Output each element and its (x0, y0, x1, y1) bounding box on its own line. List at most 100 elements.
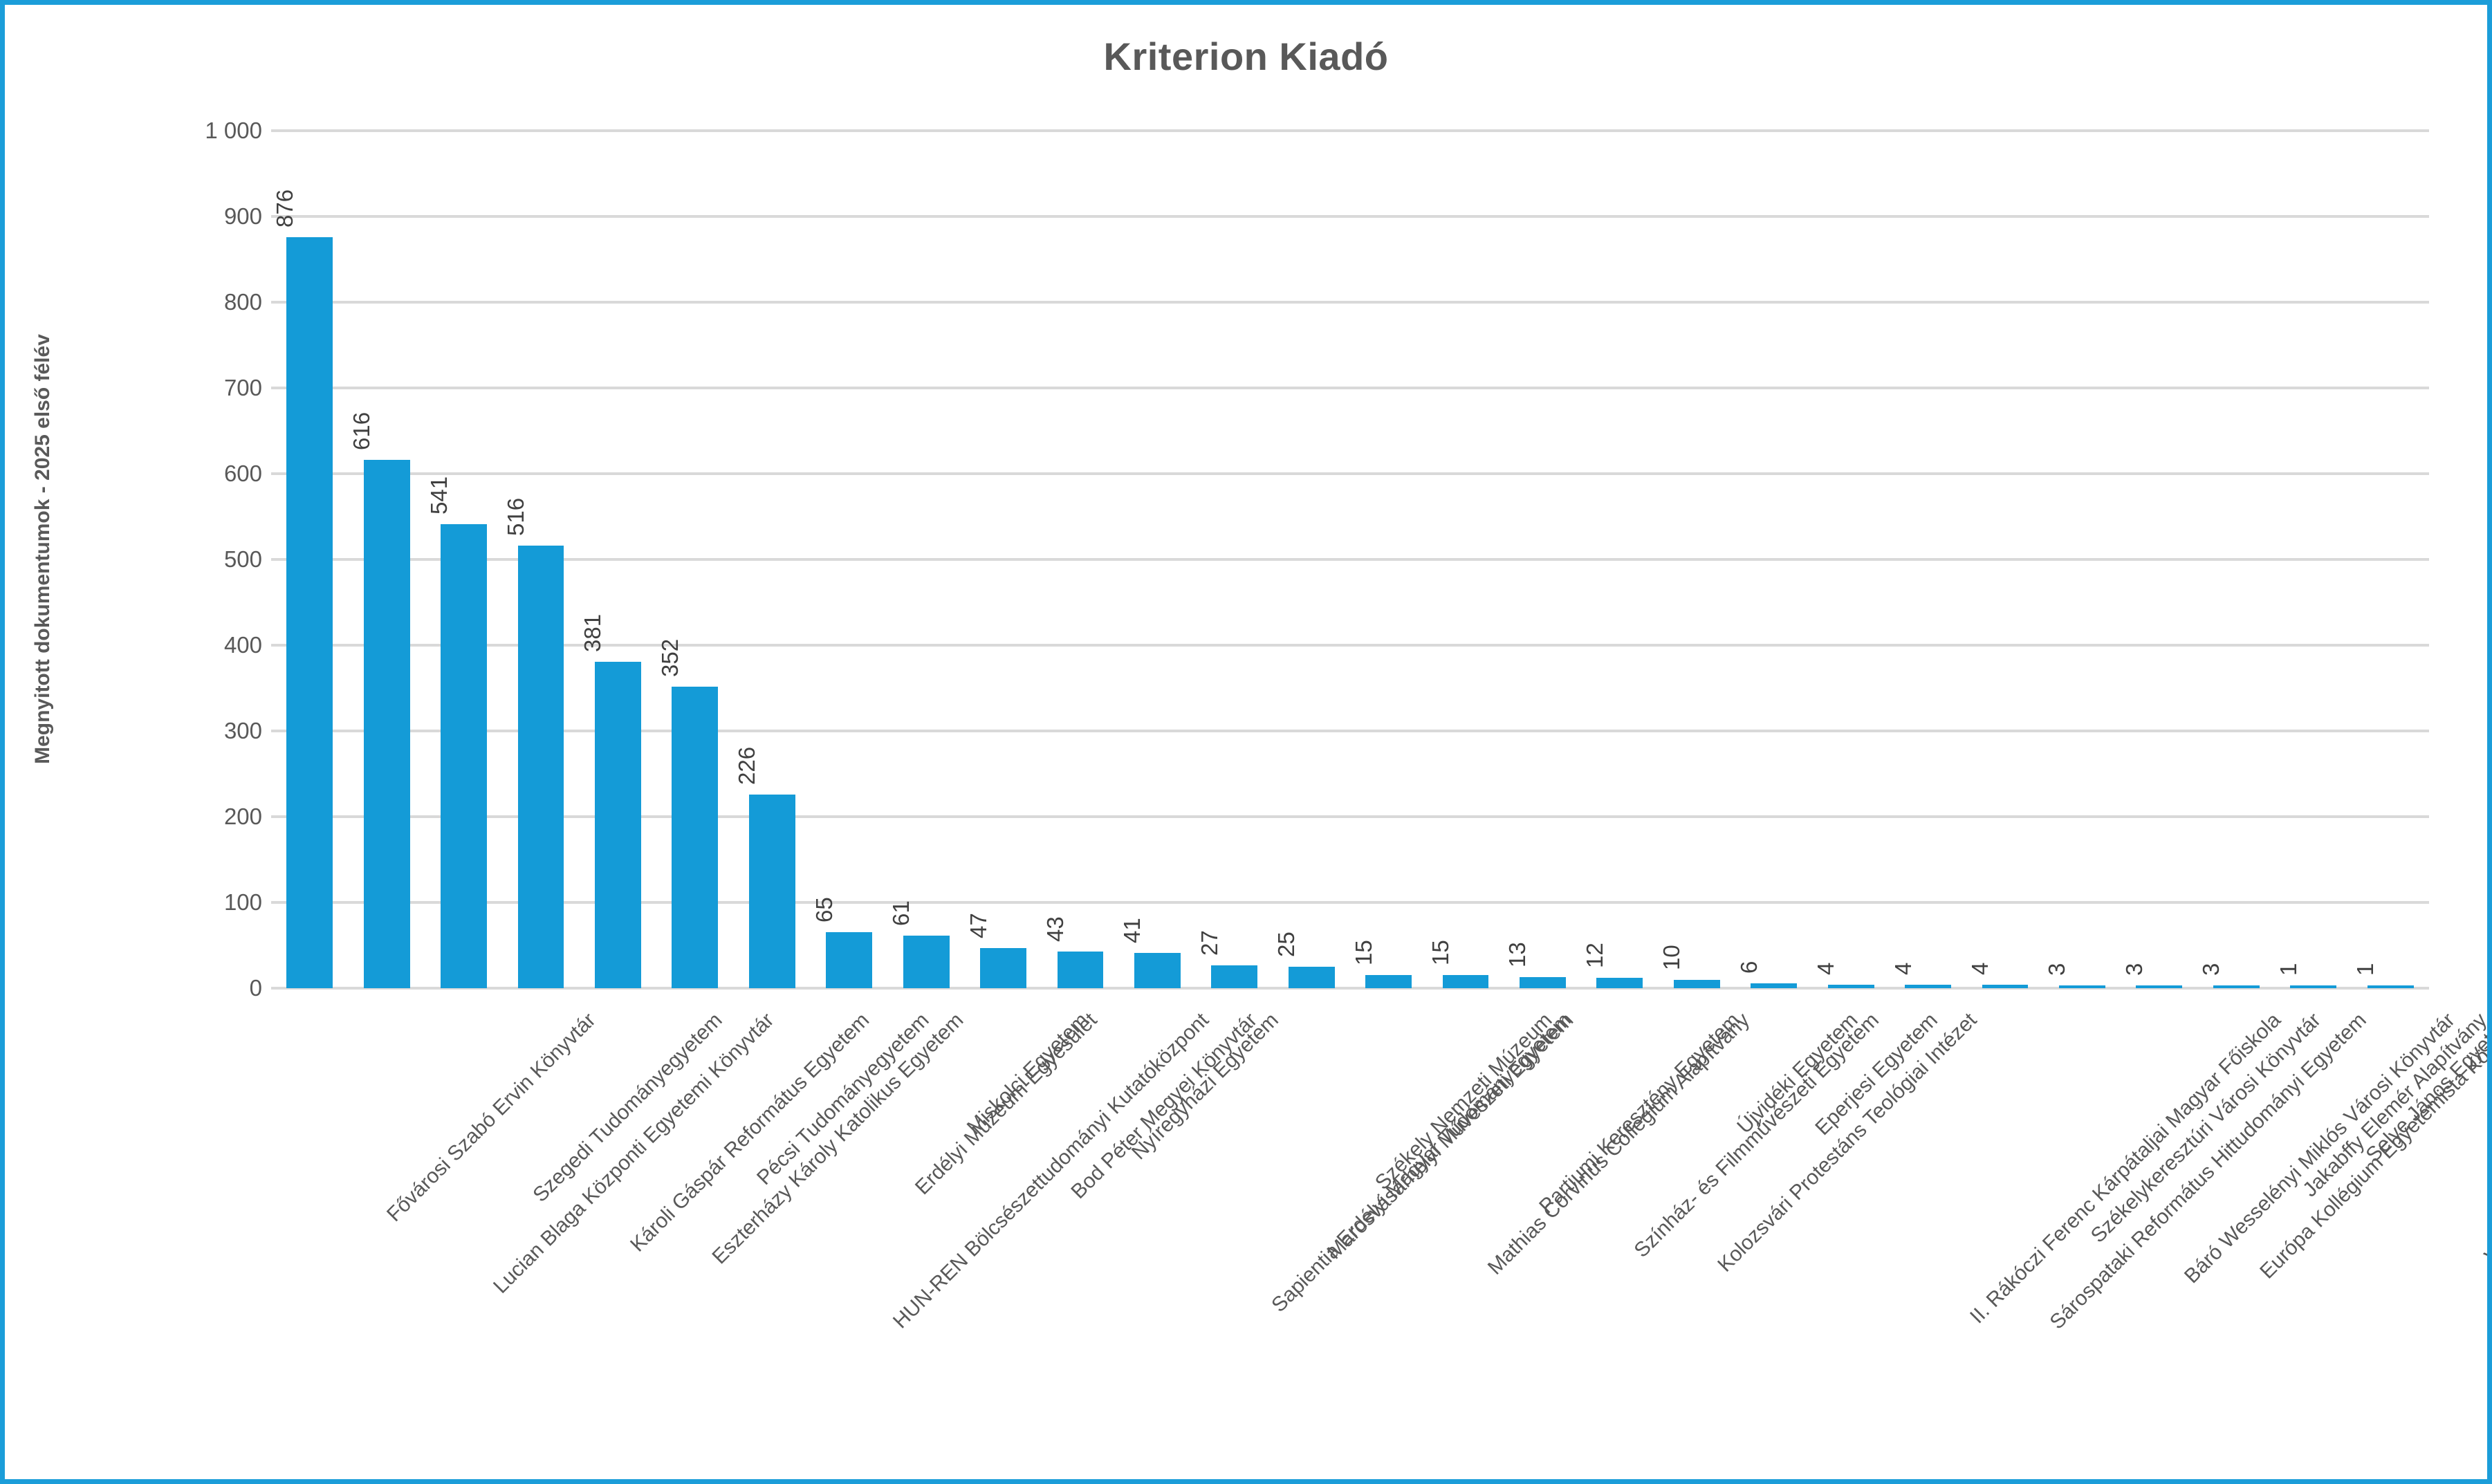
bar-slot[interactable]: 516 (502, 131, 579, 988)
bar-value-label: 12 (1581, 943, 1607, 969)
gridline (271, 129, 2429, 132)
bar-value-label: 352 (656, 638, 683, 677)
bar[interactable] (1982, 985, 2029, 988)
bar-slot[interactable]: 4 (1966, 131, 2043, 988)
bar-slot[interactable]: 3 (2044, 131, 2121, 988)
bar-value-label: 616 (349, 412, 375, 451)
bar-slot[interactable]: 616 (348, 131, 425, 988)
x-axis-tick-label: II. Rákóczi Ferenc Kárpátaljai Magyar Fő… (1966, 1008, 2286, 1328)
bar[interactable] (2213, 985, 2260, 988)
bar[interactable] (748, 794, 795, 988)
gridline (271, 301, 2429, 304)
gridline (271, 644, 2429, 647)
bar-slot[interactable]: 15 (1427, 131, 1504, 988)
bar-value-label: 1 (2352, 963, 2379, 976)
bar[interactable] (1288, 967, 1335, 988)
bar[interactable] (363, 460, 410, 988)
y-axis-tick-label: 600 (223, 461, 262, 486)
bar[interactable] (1211, 965, 1258, 988)
bar-slot[interactable]: 541 (425, 131, 502, 988)
bar-slot[interactable]: 12 (1581, 131, 1658, 988)
y-axis-tick-label: 500 (223, 546, 262, 572)
bar-value-label: 876 (271, 189, 297, 228)
bar-slot[interactable]: 6 (1735, 131, 1812, 988)
x-axis-tick-label: Miskolci Egyetem (962, 1008, 1093, 1139)
plot-area: 1 000 900 800 700 600 500 400 300 200 100 0 876 616… (205, 118, 2429, 1001)
bar-slot[interactable]: 10 (1659, 131, 1735, 988)
bar-value-label: 15 (1428, 940, 1454, 966)
gridline (271, 215, 2429, 218)
bar-value-label: 3 (2044, 963, 2070, 976)
bar[interactable] (2136, 985, 2183, 988)
x-axis-tick-label: Székelykeresztúri Városi Könyvtár (2086, 1008, 2325, 1248)
bar[interactable] (1673, 979, 1720, 988)
bar[interactable] (672, 686, 719, 988)
bar-value-label: 10 (1659, 944, 1685, 970)
bar-value-label: 61 (888, 900, 914, 927)
bar-slot[interactable]: 65 (811, 131, 887, 988)
bar[interactable] (441, 524, 487, 988)
gridline (271, 472, 2429, 475)
bar-slot[interactable]: 41 (1119, 131, 1196, 988)
gridline (271, 730, 2429, 732)
bar-slot[interactable]: 47 (965, 131, 1042, 988)
bar-slot[interactable]: 226 (734, 131, 811, 988)
bar-slot[interactable]: 876 (271, 131, 348, 988)
bar-slot[interactable]: 13 (1504, 131, 1581, 988)
bar[interactable] (517, 546, 564, 988)
gridline (271, 387, 2429, 389)
bar-value-label: 13 (1504, 942, 1531, 967)
bar-slot[interactable]: 27 (1196, 131, 1273, 988)
bar[interactable] (1751, 983, 1798, 988)
bar[interactable] (1520, 976, 1566, 988)
bar-value-label: 4 (1966, 962, 1993, 976)
bar-value-label: 41 (1119, 918, 1145, 944)
y-axis-tick-label: 900 (223, 203, 262, 229)
bar-value-label: 226 (734, 746, 760, 785)
bar[interactable] (1442, 975, 1489, 988)
gridline (271, 558, 2429, 561)
bar[interactable] (1827, 985, 1874, 988)
bar[interactable] (1134, 953, 1181, 988)
bar-slot[interactable]: 1 (2352, 131, 2428, 988)
bar-series: 876 616 541 516 381 352 226 65 61 47 43 41 27 25 15 15 1… (271, 131, 2429, 988)
bar-value-label: 27 (1196, 929, 1222, 956)
bar[interactable] (2290, 985, 2337, 988)
bar[interactable] (286, 236, 333, 988)
y-axis-tick-label: 800 (223, 289, 262, 315)
bar[interactable] (1905, 985, 1951, 988)
bar[interactable] (2367, 985, 2414, 988)
bar-value-label: 4 (1813, 962, 1839, 976)
bar-value-label: 516 (502, 498, 528, 537)
bar-slot[interactable]: 3 (2121, 131, 2197, 988)
x-axis-tick-label: Bod Péter Megyei Könyvtár (1066, 1008, 1262, 1204)
bar-slot[interactable]: 1 (2275, 131, 2352, 988)
bar-value-label: 541 (425, 476, 452, 515)
bar[interactable] (1365, 975, 1412, 988)
bar[interactable] (2058, 985, 2105, 988)
bar[interactable] (1596, 978, 1643, 988)
bar[interactable] (1057, 951, 1104, 988)
bar-slot[interactable]: 61 (887, 131, 964, 988)
bar-slot[interactable]: 352 (656, 131, 733, 988)
y-axis-tick-label: 1 000 (205, 118, 262, 143)
y-axis-tick-label: 700 (223, 375, 262, 400)
bar-slot[interactable]: 4 (1890, 131, 1966, 988)
bar-slot[interactable]: 4 (1812, 131, 1889, 988)
bar-slot[interactable]: 15 (1350, 131, 1427, 988)
bar[interactable] (903, 936, 950, 988)
bar-value-label: 65 (811, 897, 837, 923)
bar-value-label: 1 (2275, 963, 2301, 976)
bar-slot[interactable]: 25 (1273, 131, 1349, 988)
x-axis-tick-label: Székely Nemzeti Múzeum (1371, 1008, 1557, 1195)
y-axis-tick-label: 300 (223, 718, 262, 743)
bar-slot[interactable]: 3 (2198, 131, 2275, 988)
bar-slot[interactable]: 43 (1042, 131, 1118, 988)
y-axis-tick-label: 100 (223, 889, 262, 915)
bar[interactable] (980, 947, 1026, 988)
bar[interactable] (594, 661, 641, 988)
bar[interactable] (826, 932, 873, 988)
bar-slot[interactable]: 381 (580, 131, 656, 988)
bar-value-label: 25 (1273, 931, 1300, 957)
y-axis-tick-label: 0 (249, 975, 262, 1001)
